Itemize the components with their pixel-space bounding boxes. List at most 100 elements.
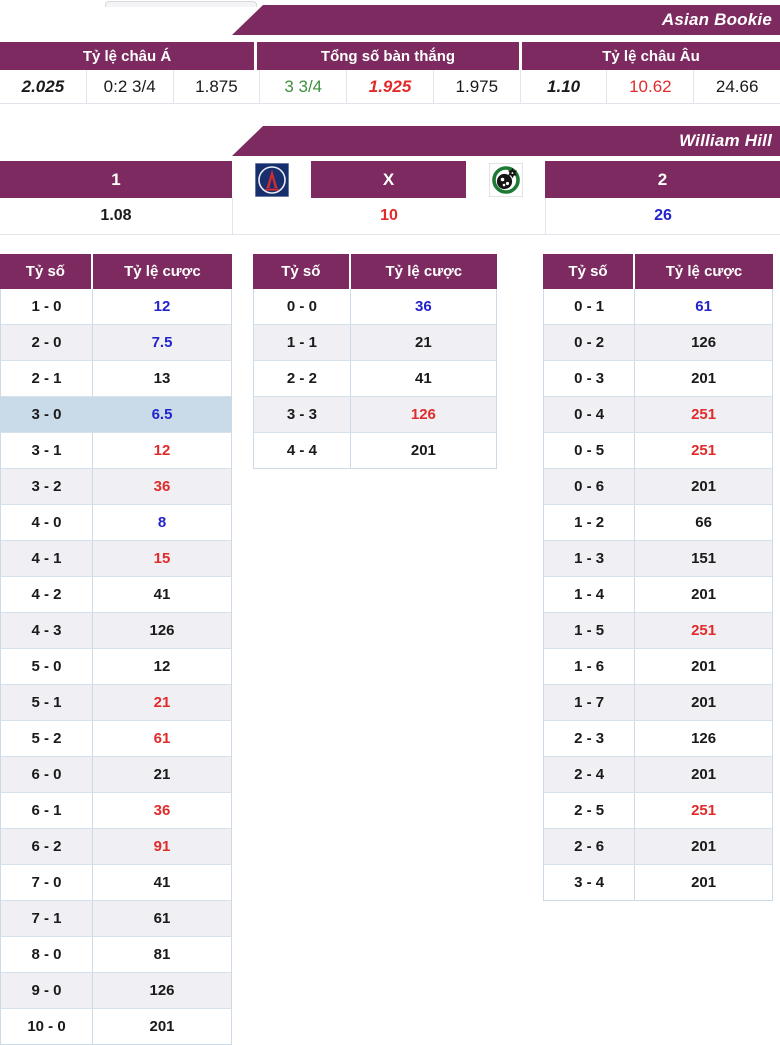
score-row: 0 - 3 201: [544, 360, 772, 396]
odds-value[interactable]: 91: [153, 838, 171, 855]
score-cell: 0 - 6: [544, 469, 636, 504]
odds-value[interactable]: 21: [153, 766, 171, 783]
correct-score-tables: Tỷ số Tỷ lệ cược 1 - 0 12 2 - 0 7.5 2 - …: [0, 254, 780, 1045]
euro-away-odds[interactable]: 24.66: [694, 70, 780, 103]
asian-bookie-label: Asian Bookie: [661, 10, 772, 29]
odds-value[interactable]: 151: [691, 550, 717, 567]
odds-value[interactable]: 21: [153, 694, 171, 711]
euro-home-odds[interactable]: 1.10: [520, 70, 608, 103]
score-cell: 1 - 4: [544, 577, 636, 612]
odds-value[interactable]: 126: [691, 730, 717, 747]
odds-value[interactable]: 251: [691, 406, 717, 423]
score-row: 0 - 5 251: [544, 432, 772, 468]
score-cell: 1 - 1: [254, 325, 351, 360]
score-cell: 2 - 3: [544, 721, 636, 756]
odds-value[interactable]: 13: [153, 370, 171, 387]
score-cell: 4 - 3: [1, 613, 93, 648]
score-row: 1 - 3 151: [544, 540, 772, 576]
odds-value[interactable]: 12: [153, 442, 171, 459]
odds-value[interactable]: 41: [153, 586, 171, 603]
odds-value[interactable]: 201: [691, 766, 717, 783]
score-cell: 9 - 0: [1, 973, 93, 1008]
odds-value[interactable]: 81: [153, 946, 171, 963]
odds-value[interactable]: 61: [153, 910, 171, 927]
odds-value[interactable]: 6.5: [151, 406, 173, 423]
william-hill-banner[interactable]: William Hill: [232, 126, 780, 156]
total-goals-line[interactable]: 3 3/4: [260, 70, 348, 103]
odds-value[interactable]: 201: [691, 874, 717, 891]
score-cell: 1 - 7: [544, 685, 636, 720]
odds-value[interactable]: 201: [691, 370, 717, 387]
score-cell: 3 - 0: [1, 397, 93, 432]
under-odds[interactable]: 1.975: [433, 70, 521, 103]
odds-value[interactable]: 201: [691, 694, 717, 711]
odds-value[interactable]: 21: [415, 334, 432, 351]
score-cell: 10 - 0: [1, 1009, 93, 1044]
asian-handicap-header: Tỷ lệ châu Á: [0, 42, 254, 70]
odds-value[interactable]: 201: [691, 478, 717, 495]
score-row: 1 - 1 21: [254, 324, 496, 360]
score-cell: 3 - 2: [1, 469, 93, 504]
odds-value[interactable]: 66: [695, 514, 712, 531]
score-cell: 0 - 2: [544, 325, 636, 360]
over-odds[interactable]: 1.925: [347, 70, 434, 103]
score-row: 4 - 4 201: [254, 432, 496, 468]
asian-bookie-banner[interactable]: Asian Bookie: [232, 5, 780, 35]
score-row: 8 - 0 81: [1, 936, 231, 972]
score-row: 2 - 6 201: [544, 828, 772, 864]
away-2-label: 2: [545, 161, 780, 198]
score-row: 4 - 2 41: [1, 576, 231, 612]
match-odds-values: 1.08 10 26: [0, 198, 780, 235]
odds-value[interactable]: 12: [153, 298, 171, 315]
score-row: 6 - 1 36: [1, 792, 231, 828]
odds-value[interactable]: 126: [149, 982, 175, 999]
score-row: 4 - 3 126: [1, 612, 231, 648]
home-win-odds[interactable]: 1.08: [0, 198, 233, 234]
odds-value[interactable]: 251: [691, 622, 717, 639]
score-row: 1 - 7 201: [544, 684, 772, 720]
score-cell: 6 - 0: [1, 757, 93, 792]
score-row: 0 - 1 61: [544, 289, 772, 324]
score-cell: 2 - 0: [1, 325, 93, 360]
odds-value[interactable]: 201: [691, 658, 717, 675]
match-odds-header: 1 X 2: [0, 161, 780, 198]
odds-value[interactable]: 36: [415, 298, 432, 315]
odds-value[interactable]: 251: [691, 802, 717, 819]
odds-value[interactable]: 41: [415, 370, 432, 387]
handicap-line[interactable]: 0:2 3/4: [86, 70, 174, 103]
score-rows: 0 - 1 61 0 - 2 126 0 - 3 201 0 - 4 251 0…: [544, 289, 772, 900]
score-cell: 3 - 3: [254, 397, 351, 432]
odds-col-header: Tỷ lệ cược: [635, 254, 773, 289]
score-cell: 6 - 1: [1, 793, 93, 828]
odds-value[interactable]: 36: [153, 802, 171, 819]
odds-value[interactable]: 7.5: [151, 334, 173, 351]
odds-value[interactable]: 61: [695, 298, 712, 315]
odds-value[interactable]: 41: [153, 874, 171, 891]
odds-value[interactable]: 12: [153, 658, 171, 675]
score-row: 3 - 4 201: [544, 864, 772, 900]
draw-x-label: X: [311, 161, 466, 198]
odds-value[interactable]: 201: [691, 838, 717, 855]
odds-value[interactable]: 126: [691, 334, 717, 351]
odds-col-header: Tỷ lệ cược: [350, 254, 497, 289]
odds-value[interactable]: 251: [691, 442, 717, 459]
score-row: 0 - 0 36: [254, 289, 496, 324]
euro-draw-odds[interactable]: 10.62: [607, 70, 695, 103]
odds-value[interactable]: 61: [153, 730, 171, 747]
odds-value[interactable]: 126: [410, 406, 436, 423]
odds-value[interactable]: 201: [410, 442, 436, 459]
odds-value[interactable]: 15: [153, 550, 171, 567]
away-win-odds[interactable]: 26: [546, 198, 780, 234]
odds-value[interactable]: 201: [149, 1018, 175, 1035]
odds-value[interactable]: 201: [691, 586, 717, 603]
odds-value[interactable]: 126: [149, 622, 175, 639]
home-team-logo-cell: [232, 161, 311, 198]
handicap-home-odds[interactable]: 2.025: [0, 70, 87, 103]
odds-value[interactable]: 8: [157, 514, 167, 531]
score-cell: 8 - 0: [1, 937, 93, 972]
score-table-header: Tỷ số Tỷ lệ cược: [543, 254, 773, 289]
score-cell: 2 - 1: [1, 361, 93, 396]
draw-odds[interactable]: 10: [233, 198, 546, 234]
handicap-away-odds[interactable]: 1.875: [173, 70, 261, 103]
odds-value[interactable]: 36: [153, 478, 171, 495]
